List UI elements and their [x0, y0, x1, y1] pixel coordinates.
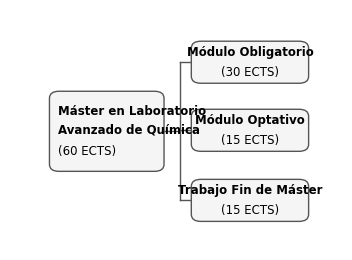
- Text: Trabajo Fin de Máster: Trabajo Fin de Máster: [178, 184, 322, 197]
- Text: Módulo Obligatorio: Módulo Obligatorio: [187, 46, 313, 59]
- FancyBboxPatch shape: [191, 179, 309, 222]
- Text: (15 ECTS): (15 ECTS): [221, 204, 279, 217]
- Text: (60 ECTS): (60 ECTS): [58, 145, 116, 158]
- FancyBboxPatch shape: [191, 109, 309, 151]
- FancyBboxPatch shape: [49, 91, 164, 171]
- Text: Módulo Optativo: Módulo Optativo: [195, 114, 305, 127]
- Text: Máster en Laboratorio: Máster en Laboratorio: [58, 105, 206, 118]
- Text: Avanzado de Química: Avanzado de Química: [58, 123, 200, 136]
- Text: (30 ECTS): (30 ECTS): [221, 66, 279, 79]
- FancyBboxPatch shape: [191, 41, 309, 83]
- Text: (15 ECTS): (15 ECTS): [221, 134, 279, 147]
